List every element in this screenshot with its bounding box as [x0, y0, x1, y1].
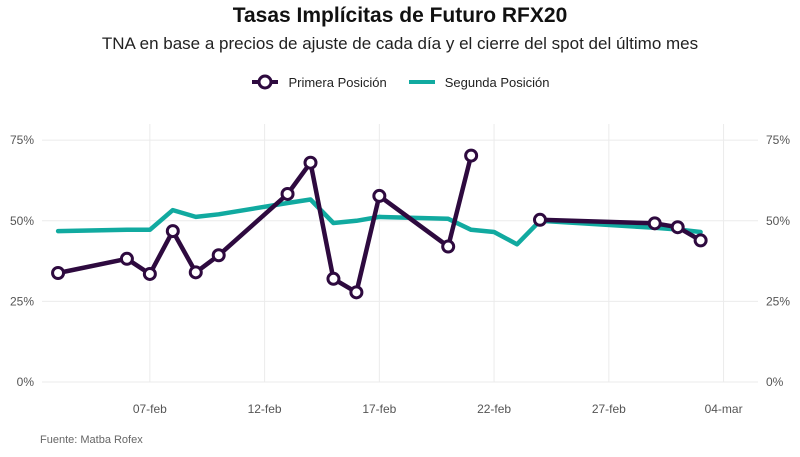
x-tick-label: 04-mar [705, 402, 743, 416]
y-tick-label-right: 75% [766, 133, 790, 147]
legend-label-primera: Primera Posición [288, 74, 387, 90]
x-tick-label: 07-feb [133, 402, 167, 416]
data-point-primera [670, 220, 685, 235]
y-tick-label-right: 0% [766, 375, 784, 389]
chart-source: Fuente: Matba Rofex [40, 434, 143, 446]
x-tick-label: 27-feb [592, 402, 626, 416]
data-point-primera [51, 265, 66, 280]
data-point-primera [280, 186, 295, 201]
data-point-primera [372, 188, 387, 203]
chart-legend: Primera Posición Segunda Posición [0, 74, 800, 90]
y-tick-label-left: 0% [17, 375, 35, 389]
series-line-primera [537, 217, 703, 243]
data-point-primera [349, 285, 364, 300]
legend-item-segunda: Segunda Posición [407, 74, 550, 90]
data-point-primera [326, 271, 341, 286]
y-tick-label-right: 50% [766, 214, 790, 228]
legend-label-segunda: Segunda Posición [444, 74, 550, 90]
data-point-primera [532, 212, 547, 227]
data-point-primera [119, 251, 134, 266]
y-tick-label-left: 75% [10, 133, 34, 147]
chart-subtitle: TNA en base a precios de ajuste de cada … [101, 34, 699, 53]
data-point-primera [647, 216, 662, 231]
y-tick-label-right: 25% [766, 294, 790, 308]
legend-item-primera: Primera Posición [250, 74, 387, 90]
y-tick-label-left: 25% [10, 294, 34, 308]
data-point-primera [464, 148, 479, 163]
data-point-primera [441, 239, 456, 254]
data-point-primera [165, 224, 180, 239]
data-point-primera [142, 266, 157, 281]
data-point-primera [211, 248, 226, 263]
x-tick-label: 22-feb [477, 402, 511, 416]
data-point-primera [693, 233, 708, 248]
data-point-primera [188, 265, 203, 280]
legend-swatch-primera [252, 74, 279, 90]
x-tick-label: 17-feb [362, 402, 396, 416]
chart-title: Tasas Implícitas de Futuro RFX20 [232, 4, 568, 27]
data-point-primera [303, 155, 318, 170]
legend-swatch-segunda [408, 80, 435, 84]
x-tick-label: 12-feb [248, 402, 282, 416]
y-tick-label-left: 50% [10, 214, 34, 228]
